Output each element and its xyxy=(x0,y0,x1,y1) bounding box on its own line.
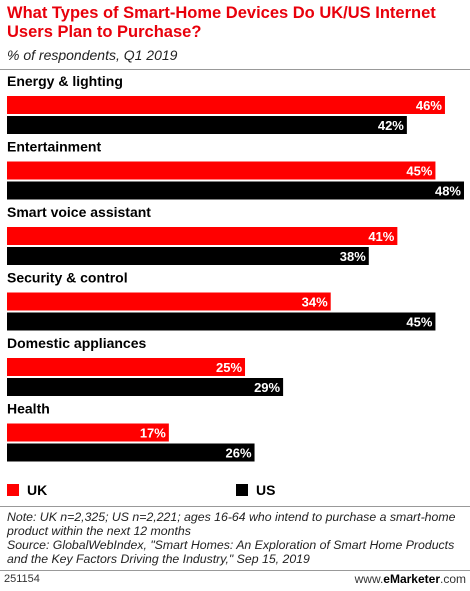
category-label-health: Health xyxy=(7,401,50,417)
legend-us-label: US xyxy=(256,482,276,498)
value-label-us-health: 26% xyxy=(226,446,252,461)
chart-subtitle: % of respondents, Q1 2019 xyxy=(7,47,178,63)
legend-uk: UK xyxy=(7,482,47,498)
category-label-security-control: Security & control xyxy=(7,270,128,286)
bar-us-entertainment xyxy=(7,181,464,200)
value-label-us-smart-voice-assistant: 38% xyxy=(340,249,366,264)
bar-uk-entertainment xyxy=(7,161,436,180)
legend-us: US xyxy=(236,482,275,498)
chart-notes: Note: UK n=2,325; US n=2,221; ages 16-64… xyxy=(7,510,467,566)
bar-uk-health xyxy=(7,423,169,442)
legend-uk-swatch xyxy=(7,484,19,496)
value-label-us-entertainment: 48% xyxy=(435,184,461,199)
legend-uk-label: UK xyxy=(27,482,48,498)
category-label-energy-lighting: Energy & lighting xyxy=(7,73,123,89)
category-label-smart-voice-assistant: Smart voice assistant xyxy=(7,204,151,220)
category-label-domestic-appliances: Domestic appliances xyxy=(7,335,146,351)
value-label-us-security-control: 45% xyxy=(406,315,432,330)
legend-us-swatch xyxy=(236,484,248,496)
footer-divider xyxy=(0,570,470,571)
value-label-uk-domestic-appliances: 25% xyxy=(216,360,242,375)
value-label-uk-entertainment: 45% xyxy=(406,164,432,179)
value-label-us-energy-lighting: 42% xyxy=(378,118,404,133)
bar-uk-energy-lighting xyxy=(7,96,445,114)
bar-us-smart-voice-assistant xyxy=(7,247,369,265)
emarketer-logo[interactable]: www.eMarketer.com xyxy=(354,572,466,586)
chart-title: What Types of Smart-Home Devices Do UK/U… xyxy=(7,4,436,41)
value-label-uk-energy-lighting: 46% xyxy=(416,98,442,113)
category-label-entertainment: Entertainment xyxy=(7,139,101,155)
value-label-us-domestic-appliances: 29% xyxy=(254,380,280,395)
bar-us-domestic-appliances xyxy=(7,378,284,396)
bar-us-security-control xyxy=(7,312,436,331)
value-label-uk-smart-voice-assistant: 41% xyxy=(368,229,394,244)
chart-id: 251154 xyxy=(4,573,40,585)
bar-us-energy-lighting xyxy=(7,116,407,134)
bar-uk-security-control xyxy=(7,292,331,311)
value-label-uk-security-control: 34% xyxy=(302,295,328,310)
bar-chart: Energy & lighting46%42%Entertainment45%4… xyxy=(7,73,464,462)
bar-us-health xyxy=(7,443,255,462)
value-label-uk-health: 17% xyxy=(140,426,166,441)
bar-uk-smart-voice-assistant xyxy=(7,227,398,245)
top-divider xyxy=(0,69,470,70)
bar-uk-domestic-appliances xyxy=(7,358,246,376)
notes-divider xyxy=(0,506,470,507)
note-text: Note: UK n=2,325; US n=2,221; ages 16-64… xyxy=(7,510,456,538)
source-text: Source: GlobalWebIndex, "Smart Homes: An… xyxy=(7,538,455,566)
